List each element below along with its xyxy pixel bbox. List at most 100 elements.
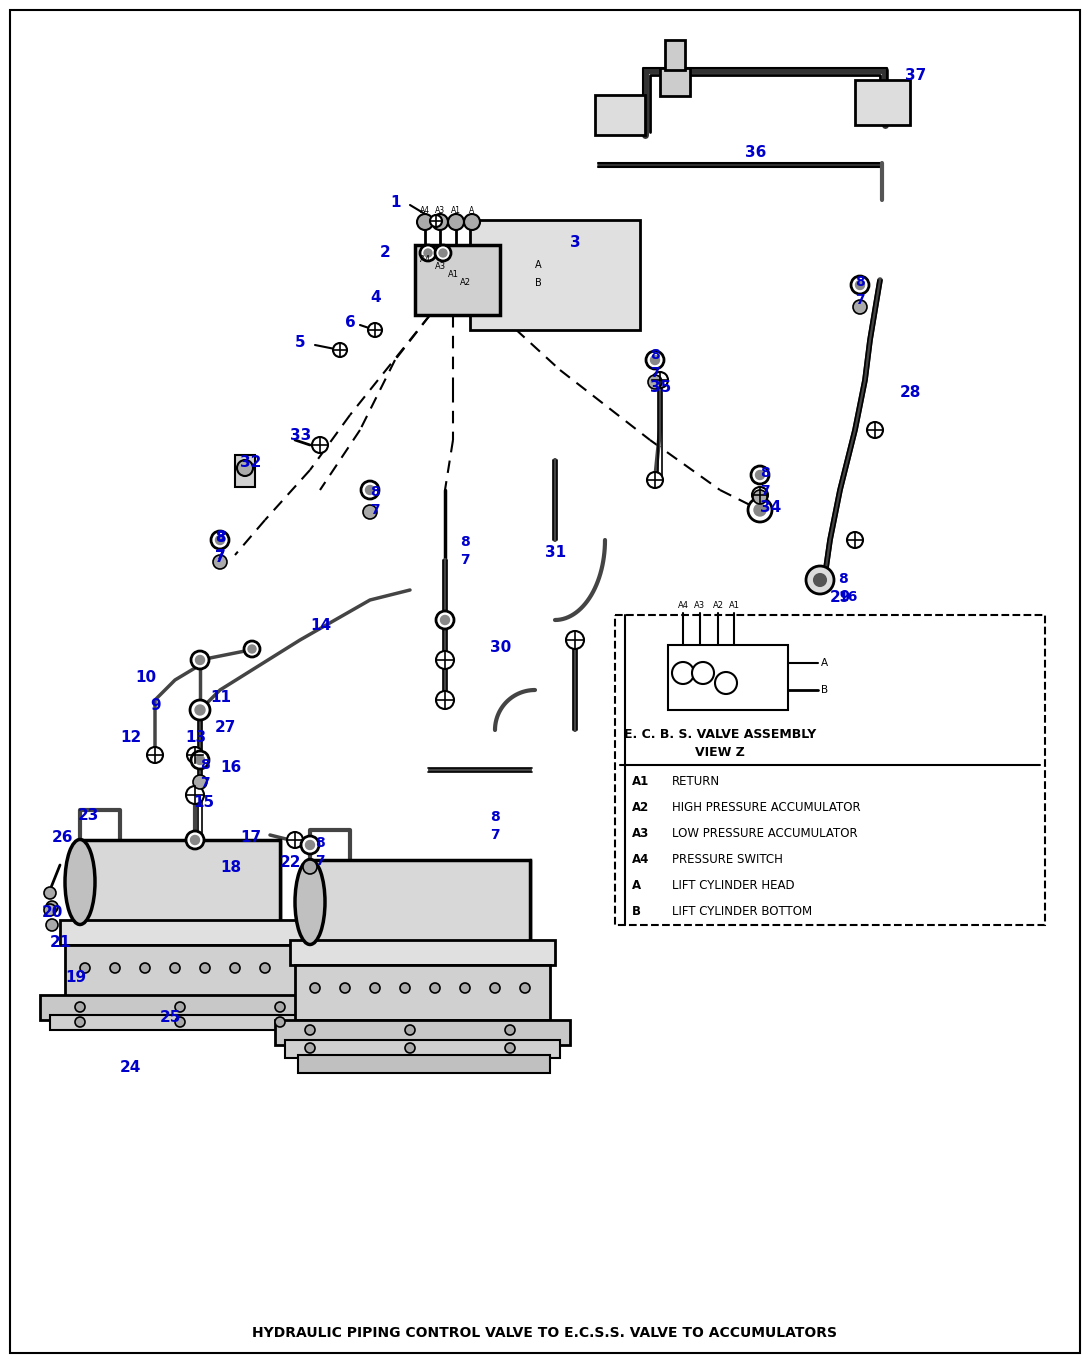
Text: PRESSURE SWITCH: PRESSURE SWITCH — [673, 853, 783, 866]
Text: 10: 10 — [135, 671, 156, 686]
Circle shape — [193, 776, 207, 789]
Text: 8: 8 — [838, 572, 848, 586]
Text: A3: A3 — [435, 262, 446, 271]
Circle shape — [261, 964, 270, 973]
Circle shape — [230, 964, 240, 973]
Circle shape — [368, 323, 381, 337]
Circle shape — [213, 555, 227, 568]
Circle shape — [847, 532, 863, 548]
Text: 28: 28 — [900, 384, 921, 399]
Circle shape — [361, 481, 379, 499]
Circle shape — [365, 485, 375, 495]
Circle shape — [692, 662, 714, 684]
Circle shape — [140, 964, 150, 973]
Text: HYDRAULIC PIPING CONTROL VALVE TO E.C.S.S. VALVE TO ACCUMULATORS: HYDRAULIC PIPING CONTROL VALVE TO E.C.S.… — [253, 1326, 837, 1340]
Text: 8: 8 — [315, 836, 325, 851]
Circle shape — [715, 672, 737, 694]
Text: LIFT CYLINDER BOTTOM: LIFT CYLINDER BOTTOM — [673, 905, 812, 919]
Circle shape — [755, 470, 764, 480]
Circle shape — [490, 983, 500, 994]
Text: 7: 7 — [215, 548, 225, 562]
Text: A1: A1 — [451, 206, 461, 215]
Bar — [50, 1015, 315, 1030]
Circle shape — [752, 487, 768, 503]
Bar — [615, 615, 1045, 925]
Circle shape — [460, 983, 470, 994]
Circle shape — [853, 300, 867, 313]
Bar — [855, 80, 910, 125]
Text: 16: 16 — [838, 590, 858, 604]
Text: 8: 8 — [760, 466, 770, 480]
Circle shape — [464, 214, 480, 230]
Circle shape — [856, 281, 864, 289]
Text: 34: 34 — [760, 500, 782, 515]
Text: VIEW Z: VIEW Z — [695, 746, 744, 759]
Text: A1: A1 — [632, 776, 650, 788]
Text: A2: A2 — [713, 601, 724, 611]
Circle shape — [505, 1043, 514, 1054]
Text: 24: 24 — [120, 1060, 142, 1075]
Circle shape — [199, 964, 210, 973]
Circle shape — [310, 983, 320, 994]
Text: 7: 7 — [370, 503, 379, 517]
Circle shape — [44, 887, 56, 900]
Circle shape — [505, 1025, 514, 1035]
Text: LIFT CYLINDER HEAD: LIFT CYLINDER HEAD — [673, 879, 795, 891]
Text: 1: 1 — [390, 195, 400, 210]
Circle shape — [363, 506, 377, 519]
Circle shape — [75, 1017, 85, 1026]
Circle shape — [312, 438, 328, 453]
Text: B: B — [535, 278, 542, 288]
Circle shape — [191, 751, 209, 769]
Text: 33: 33 — [290, 428, 312, 443]
Circle shape — [244, 641, 261, 657]
Text: 8: 8 — [490, 810, 499, 825]
Text: 9: 9 — [150, 698, 160, 713]
Circle shape — [429, 983, 440, 994]
Bar — [310, 860, 530, 945]
Text: A3: A3 — [632, 827, 650, 840]
Bar — [65, 945, 310, 1000]
Text: B: B — [632, 905, 641, 919]
Text: A: A — [470, 206, 474, 215]
Bar — [40, 995, 325, 1020]
Text: 26: 26 — [52, 830, 73, 845]
Circle shape — [75, 1002, 85, 1011]
Text: 6: 6 — [346, 315, 355, 330]
Text: 27: 27 — [215, 720, 237, 735]
Circle shape — [814, 574, 825, 586]
Text: 8: 8 — [199, 758, 209, 771]
Text: 21: 21 — [50, 935, 71, 950]
Text: 8: 8 — [215, 530, 225, 544]
Text: 25: 25 — [160, 1010, 181, 1025]
Bar — [661, 68, 690, 95]
Text: 7: 7 — [760, 484, 770, 497]
Circle shape — [520, 983, 530, 994]
Text: HIGH PRESSURE ACCUMULATOR: HIGH PRESSURE ACCUMULATOR — [673, 801, 861, 814]
Circle shape — [191, 652, 209, 669]
Text: 30: 30 — [490, 641, 511, 656]
Circle shape — [652, 372, 668, 388]
Circle shape — [417, 214, 433, 230]
Circle shape — [432, 214, 448, 230]
Text: 8: 8 — [855, 275, 864, 289]
Text: A3: A3 — [694, 601, 705, 611]
Text: 12: 12 — [120, 731, 142, 746]
Circle shape — [340, 983, 350, 994]
Circle shape — [647, 375, 662, 388]
Text: 14: 14 — [310, 617, 331, 632]
Circle shape — [195, 656, 205, 665]
Circle shape — [436, 691, 455, 709]
Circle shape — [814, 574, 826, 586]
Circle shape — [237, 459, 253, 476]
Text: 8: 8 — [460, 536, 470, 549]
Circle shape — [275, 1002, 284, 1011]
Circle shape — [110, 964, 120, 973]
Circle shape — [187, 747, 203, 763]
Text: 7: 7 — [315, 855, 325, 868]
Circle shape — [646, 352, 664, 369]
Text: A: A — [632, 879, 641, 891]
Text: A1: A1 — [448, 270, 459, 279]
Text: A4: A4 — [678, 601, 689, 611]
Circle shape — [190, 701, 210, 720]
